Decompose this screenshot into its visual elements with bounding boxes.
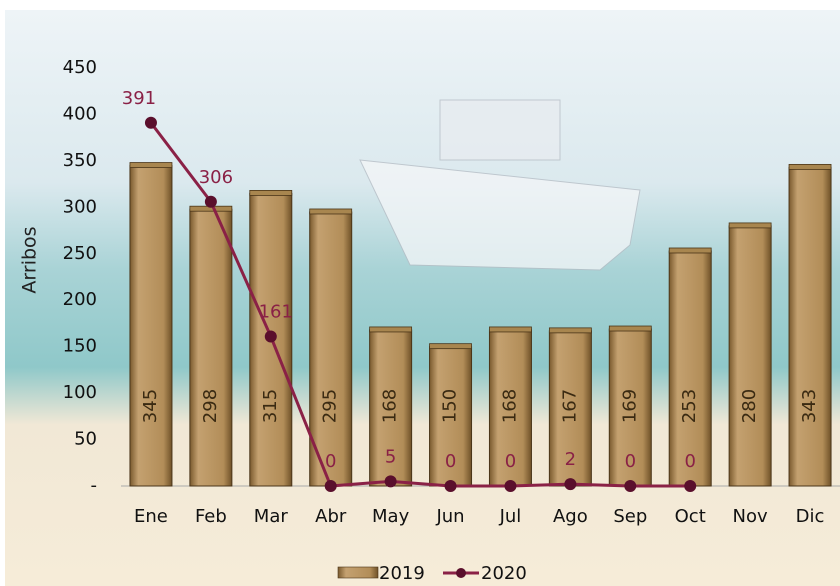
bar-value-label: 150 (440, 389, 461, 423)
legend-marker (456, 568, 466, 578)
line-value-label: 0 (684, 451, 695, 472)
y-tick-label: 400 (63, 103, 97, 124)
bar-value-label: 345 (140, 389, 161, 423)
bar-top (309, 208, 353, 215)
x-tick-label: Mar (254, 506, 289, 527)
x-tick-label: Dic (796, 506, 825, 527)
bar (728, 225, 772, 487)
x-tick-label: Ago (553, 506, 588, 527)
bar-top (249, 189, 293, 196)
line-value-label: 0 (625, 451, 636, 472)
bar-value-label: 298 (200, 389, 221, 423)
line-marker (384, 475, 397, 488)
bar-top (608, 325, 652, 332)
y-tick-label: - (91, 475, 98, 496)
y-tick-label: 100 (63, 382, 97, 403)
x-tick-label: Sep (613, 506, 647, 527)
line-marker (144, 116, 157, 129)
bar (488, 329, 532, 487)
line-value-label: 0 (445, 451, 456, 472)
bar (548, 330, 592, 487)
bar-top (369, 326, 413, 333)
bar (608, 328, 652, 487)
bar-value-label: 169 (619, 389, 640, 423)
x-tick-label: Jun (435, 506, 464, 527)
x-tick-label: Jul (499, 506, 522, 527)
y-tick-label: 150 (63, 336, 97, 357)
line-marker (204, 195, 217, 208)
line-value-label: 5 (385, 446, 396, 467)
line-value-label: 0 (325, 451, 336, 472)
line-marker (564, 478, 577, 491)
x-tick-label: Feb (195, 506, 227, 527)
line-value-label: 161 (259, 301, 293, 322)
bar-value-label: 280 (739, 389, 760, 423)
y-tick-label: 300 (63, 196, 97, 217)
line-marker (444, 480, 457, 492)
bar-value-label: 315 (260, 389, 281, 423)
y-tick-label: 350 (63, 150, 97, 171)
bar-top (489, 326, 532, 333)
x-tick-label: Abr (315, 506, 347, 527)
y-tick-label: 250 (63, 243, 97, 264)
bar (429, 346, 473, 487)
bar-top (129, 162, 173, 168)
y-tick-label: 200 (63, 289, 97, 310)
line-value-label: 0 (505, 451, 516, 472)
line-value-label: 2 (565, 449, 576, 470)
line-value-label: 306 (199, 167, 233, 188)
line-marker (324, 480, 337, 492)
bar (369, 329, 413, 487)
line-marker (264, 330, 277, 343)
ship (359, 99, 641, 271)
bar-value-label: 168 (380, 389, 401, 423)
bar (309, 211, 353, 487)
bar (189, 208, 233, 487)
line-marker (624, 480, 637, 492)
line-value-label: 391 (122, 88, 156, 109)
bar-value-label: 343 (799, 389, 820, 423)
bar (129, 165, 173, 487)
bar-top (548, 327, 592, 334)
legend-swatch (337, 566, 379, 579)
bar-top (429, 343, 472, 350)
x-tick-label: Oct (675, 506, 706, 527)
bar-value-label: 168 (499, 389, 520, 423)
bar-top (728, 222, 772, 229)
legend-label: 2019 (379, 563, 425, 584)
line-marker (684, 480, 697, 492)
x-tick-label: Nov (733, 506, 768, 527)
y-tick-label: 450 (63, 57, 97, 78)
x-tick-label: May (372, 506, 410, 527)
bar-value-label: 295 (320, 389, 341, 423)
bar-top (668, 247, 712, 254)
y-axis-label: Arribos (19, 226, 41, 293)
line (149, 121, 691, 488)
x-tick-label: Ene (134, 506, 168, 527)
legend-label: 2020 (481, 563, 527, 584)
bar-value-label: 253 (679, 389, 700, 423)
bar-top (788, 163, 832, 170)
bar-value-label: 167 (559, 389, 580, 423)
y-tick-label: 50 (74, 429, 97, 450)
bar (788, 166, 832, 487)
line-marker (504, 480, 517, 492)
